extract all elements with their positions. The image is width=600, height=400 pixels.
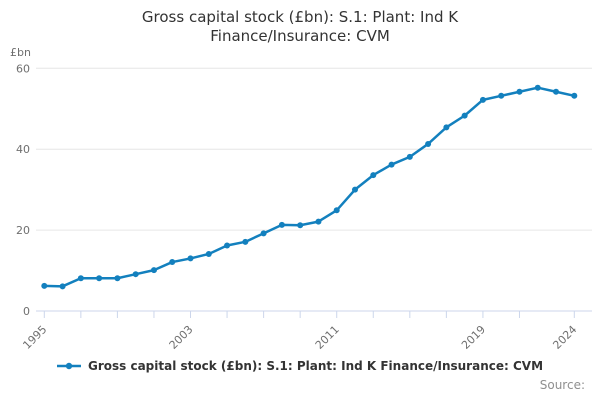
data-point-2007[interactable] (260, 230, 267, 237)
chart-title: Gross capital stock (£bn): S.1: Plant: I… (0, 8, 600, 46)
data-point-2008[interactable] (278, 221, 285, 228)
source-note: Source: (539, 378, 585, 392)
y-tick-label-20: 20 (16, 224, 30, 237)
data-point-2010[interactable] (315, 218, 322, 225)
data-point-1998[interactable] (96, 275, 103, 282)
series-line[interactable] (43, 86, 576, 288)
y-tick-label-40: 40 (16, 143, 30, 156)
x-axis-label-1995: 1995 (20, 323, 49, 352)
data-point-2024[interactable] (571, 92, 578, 99)
data-point-2006[interactable] (242, 238, 249, 245)
data-point-1997[interactable] (77, 275, 84, 282)
legend-item[interactable]: Gross capital stock (£bn): S.1: Plant: I… (0, 359, 600, 373)
legend-label: Gross capital stock (£bn): S.1: Plant: I… (87, 359, 544, 373)
data-point-2023[interactable] (553, 88, 560, 95)
y-tick-label-60: 60 (16, 62, 30, 75)
x-axis-label-2019: 2019 (459, 323, 488, 352)
data-point-2018[interactable] (461, 112, 468, 119)
x-axis-label-2024: 2024 (550, 323, 579, 352)
legend-line-marker-icon (56, 362, 81, 370)
data-point-2020[interactable] (498, 92, 505, 99)
line-chart-plot: 0 20 40 60 1995 2003 2011 2019 2024 (16, 62, 592, 352)
y-axis-unit-label: £bn (10, 46, 31, 59)
data-point-2000[interactable] (132, 271, 139, 278)
data-point-1996[interactable] (59, 283, 66, 290)
data-point-2019[interactable] (479, 96, 486, 103)
data-point-2015[interactable] (406, 153, 413, 160)
data-point-2022[interactable] (534, 84, 541, 91)
data-point-2002[interactable] (169, 259, 176, 266)
chart-title-line2: Finance/Insurance: CVM (210, 26, 390, 45)
data-point-1999[interactable] (114, 275, 121, 282)
data-point-2005[interactable] (224, 242, 231, 249)
data-point-2017[interactable] (443, 124, 450, 131)
y-tick-label-0: 0 (23, 305, 30, 318)
data-point-2009[interactable] (297, 222, 304, 229)
data-point-2011[interactable] (333, 207, 340, 214)
data-point-2003[interactable] (187, 255, 194, 262)
data-point-2012[interactable] (351, 186, 358, 193)
data-point-2021[interactable] (516, 88, 523, 95)
data-point-2014[interactable] (388, 161, 395, 168)
data-point-1995[interactable] (41, 282, 48, 289)
x-axis-label-2003: 2003 (167, 323, 196, 352)
data-point-2016[interactable] (425, 140, 432, 147)
data-point-2004[interactable] (205, 250, 212, 257)
data-point-2001[interactable] (150, 267, 157, 274)
chart-title-line1: Gross capital stock (£bn): S.1: Plant: I… (141, 8, 459, 26)
x-axis-label-2011: 2011 (313, 323, 342, 352)
data-point-2013[interactable] (370, 172, 377, 179)
